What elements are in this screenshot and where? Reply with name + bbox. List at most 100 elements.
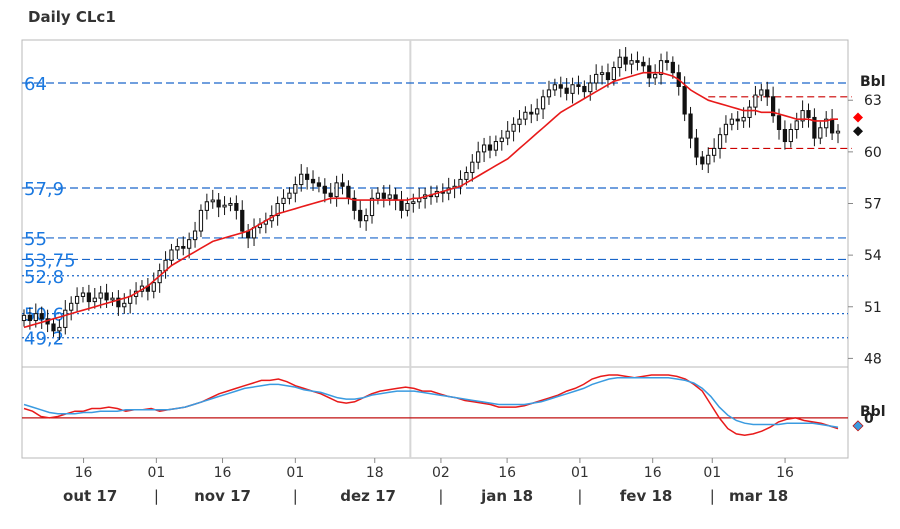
candle-body [187, 239, 192, 249]
candle-body [540, 96, 546, 110]
candle-body [352, 197, 357, 211]
level-label: 49,2 [24, 329, 64, 350]
candle-body [470, 161, 475, 174]
candle-body [835, 130, 841, 134]
month-separator: | [577, 487, 582, 505]
candle-body [670, 61, 675, 74]
candle-body [169, 249, 174, 261]
candle-body [281, 197, 286, 204]
candle-body [204, 201, 209, 211]
month-separator: | [154, 487, 159, 505]
candle-body [340, 182, 345, 187]
price-y-tick-label: 63 [864, 93, 882, 109]
candle-body [122, 302, 127, 308]
candle-body [682, 85, 687, 115]
candle-body [481, 144, 487, 153]
indicator-unit-label: Bbl [860, 404, 886, 420]
candle-body [192, 230, 198, 241]
month-separator: | [438, 487, 443, 505]
candle-body [234, 203, 239, 211]
indicator-panel-frame [21, 366, 849, 459]
moving-average-line [23, 71, 838, 329]
candle-body [829, 118, 835, 134]
candle-body [623, 56, 628, 65]
indicator-red-line [23, 374, 839, 437]
candle-body [198, 209, 204, 232]
price-panel-frame [21, 39, 849, 368]
candle-body [322, 185, 327, 194]
candle-body [658, 60, 664, 75]
level-label: 55 [24, 229, 47, 250]
candle-body [812, 116, 817, 139]
candle-body [694, 137, 699, 158]
candle-body [741, 116, 746, 122]
candle-body [181, 246, 186, 249]
candle-body [334, 182, 339, 198]
candle-body [21, 314, 27, 322]
candle-body [240, 209, 245, 232]
candle-body [564, 87, 569, 94]
candle-body [369, 197, 375, 217]
candle-body [546, 89, 552, 98]
last-price-marker-red [853, 112, 863, 123]
candle-body [818, 127, 823, 139]
candle-body [599, 72, 605, 75]
candle-body [558, 84, 563, 89]
candle-body [39, 313, 44, 320]
candle-body [570, 84, 575, 94]
candle-body [299, 173, 304, 186]
candle-body [576, 84, 581, 87]
candle-body [328, 192, 333, 198]
price-y-tick-label: 57 [864, 197, 882, 213]
candle-body [753, 94, 758, 108]
x-axis-month-label: out 17 [63, 487, 117, 505]
candle-body [706, 154, 711, 165]
candle-body [688, 113, 693, 139]
x-axis-month-label: nov 17 [194, 487, 251, 505]
candle-body [505, 130, 510, 139]
candle-body [411, 201, 416, 204]
candle-body [493, 141, 499, 151]
month-separator: | [293, 487, 298, 505]
candle-body [63, 309, 68, 328]
candle-body [387, 194, 392, 199]
candle-body [782, 128, 788, 143]
candle-body [405, 203, 410, 211]
x-axis-day-label: 16 [498, 465, 516, 481]
candle-body [647, 65, 652, 79]
candle-body [552, 84, 557, 91]
candle-body [116, 297, 121, 308]
x-axis-day-label: 16 [214, 465, 232, 481]
candle-body [310, 178, 316, 184]
candle-body [617, 56, 622, 69]
candle-body [287, 192, 292, 199]
candle-body [529, 111, 534, 115]
candle-body [800, 110, 805, 122]
indicator-blue-line [23, 376, 839, 428]
candle-body [74, 295, 80, 304]
candle-body [151, 282, 156, 292]
candle-body [700, 156, 705, 165]
candle-body [517, 118, 522, 125]
candle-body [293, 184, 298, 194]
candle-body [717, 134, 723, 149]
candle-body [476, 151, 481, 163]
x-axis-month-label: dez 17 [340, 487, 396, 505]
candle-body [228, 203, 233, 206]
candle-body [33, 313, 38, 322]
x-axis-day-label: 16 [776, 465, 794, 481]
candle-body [511, 123, 516, 132]
candle-body [381, 192, 386, 199]
candle-body [611, 67, 616, 81]
x-axis-day-label: 01 [703, 465, 721, 481]
candle-body [363, 215, 369, 222]
price-y-tick-label: 60 [864, 145, 882, 161]
candle-body [594, 73, 599, 84]
x-axis-day-label: 16 [644, 465, 662, 481]
price-y-tick-label: 51 [864, 300, 882, 316]
candle-body [499, 137, 504, 143]
candle-body [57, 326, 62, 332]
candle-body [104, 292, 109, 301]
candle-body [794, 120, 799, 130]
